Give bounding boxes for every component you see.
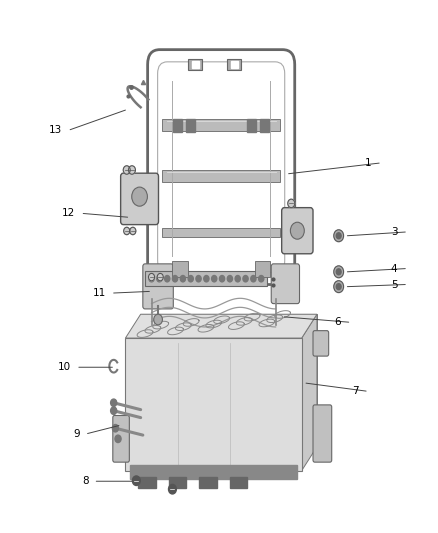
Circle shape: [169, 484, 177, 494]
Bar: [138, 477, 156, 488]
Circle shape: [149, 276, 154, 282]
Circle shape: [258, 276, 264, 282]
Bar: [145, 271, 267, 286]
Circle shape: [188, 276, 193, 282]
Circle shape: [212, 276, 217, 282]
FancyBboxPatch shape: [313, 330, 328, 356]
Circle shape: [115, 435, 121, 442]
Circle shape: [165, 276, 170, 282]
Bar: [227, 59, 241, 70]
Bar: [162, 119, 280, 131]
Circle shape: [288, 199, 295, 208]
Polygon shape: [125, 338, 302, 471]
Text: 11: 11: [92, 288, 106, 298]
Circle shape: [128, 166, 135, 174]
Circle shape: [132, 187, 148, 206]
FancyBboxPatch shape: [313, 405, 332, 462]
Text: 5: 5: [391, 279, 397, 289]
Polygon shape: [125, 314, 317, 338]
FancyBboxPatch shape: [282, 208, 313, 254]
Bar: [199, 477, 217, 488]
Circle shape: [235, 276, 240, 282]
Text: 13: 13: [49, 125, 62, 135]
Bar: [188, 59, 202, 70]
Circle shape: [157, 273, 163, 281]
Circle shape: [180, 276, 185, 282]
Bar: [191, 61, 198, 68]
Circle shape: [173, 276, 178, 282]
Circle shape: [336, 233, 341, 239]
Polygon shape: [302, 314, 317, 471]
Bar: [169, 477, 186, 488]
Bar: [254, 261, 270, 277]
Circle shape: [227, 276, 233, 282]
Text: 7: 7: [352, 386, 358, 396]
Text: 6: 6: [334, 317, 341, 327]
Bar: [231, 61, 238, 68]
Circle shape: [111, 407, 117, 415]
Circle shape: [334, 266, 343, 278]
Bar: [162, 228, 280, 237]
Text: 10: 10: [58, 362, 71, 372]
Circle shape: [148, 273, 155, 281]
Bar: [130, 465, 297, 479]
Circle shape: [132, 476, 140, 486]
Bar: [186, 118, 195, 132]
Circle shape: [219, 276, 225, 282]
Circle shape: [243, 276, 248, 282]
Circle shape: [196, 276, 201, 282]
Circle shape: [154, 314, 162, 325]
Circle shape: [204, 276, 209, 282]
Circle shape: [124, 227, 130, 235]
FancyBboxPatch shape: [113, 416, 129, 462]
Circle shape: [111, 399, 117, 407]
Text: 12: 12: [62, 208, 75, 219]
Circle shape: [113, 424, 118, 432]
Circle shape: [334, 281, 343, 293]
FancyBboxPatch shape: [271, 264, 300, 304]
Text: 4: 4: [391, 264, 397, 273]
Circle shape: [157, 276, 162, 282]
Circle shape: [123, 166, 130, 174]
Bar: [162, 170, 280, 182]
FancyBboxPatch shape: [143, 264, 173, 309]
Circle shape: [251, 276, 256, 282]
Text: 9: 9: [73, 429, 80, 439]
Bar: [172, 261, 187, 277]
Text: 1: 1: [365, 158, 371, 168]
Polygon shape: [141, 314, 317, 447]
Bar: [173, 118, 182, 132]
Text: 3: 3: [391, 227, 397, 237]
Circle shape: [336, 284, 341, 289]
Circle shape: [334, 230, 343, 241]
Circle shape: [336, 269, 341, 275]
Circle shape: [290, 222, 304, 239]
FancyBboxPatch shape: [120, 173, 159, 224]
Circle shape: [130, 227, 136, 235]
Bar: [260, 118, 269, 132]
Bar: [230, 477, 247, 488]
Text: 8: 8: [82, 477, 88, 486]
Bar: [247, 118, 256, 132]
